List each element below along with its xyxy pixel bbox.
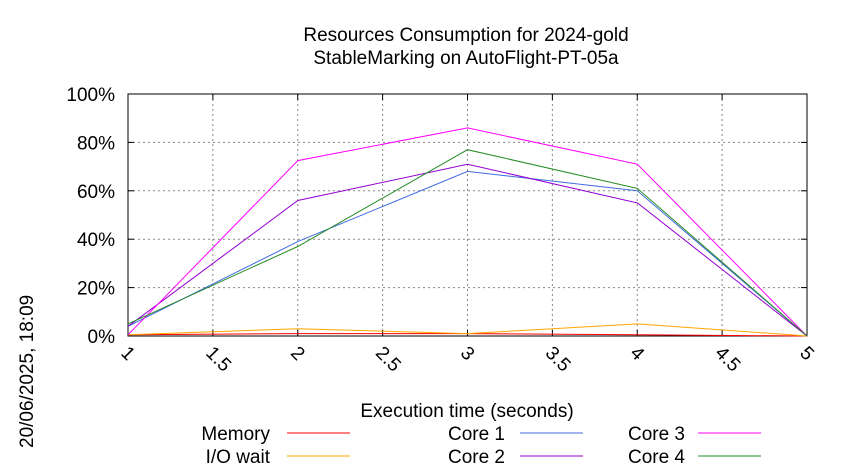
series-lines [127,127,808,337]
chart-title-line-2: StableMarking on AutoFlight-PT-05a [313,48,619,69]
y-tick-label: 20% [77,279,115,300]
series-line-core-2 [127,163,808,337]
legend-label: Core 1 [448,424,505,445]
x-tick-label: 1.5 [201,343,235,377]
legend-label: Core 2 [448,447,505,468]
chart-title-line-1: Resources Consumption for 2024-gold [303,25,628,46]
x-tick-label: 4 [626,343,649,366]
x-tick-label: 3 [456,343,478,365]
series-line-i-o-wait [127,323,808,337]
x-axis-label: Execution time (seconds) [360,401,573,422]
x-tick-label: 2.5 [371,343,405,377]
y-tick-label: 80% [77,133,115,154]
x-tick-label: 4.5 [711,343,745,377]
grid [128,94,807,336]
x-tick-label: 5 [795,343,817,365]
series-line-core-3 [127,127,808,337]
legend-label: Core 4 [628,447,685,468]
series-line-core-4 [127,149,808,337]
legend-label: Memory [201,424,270,445]
y-tick-label: 100% [66,85,115,106]
x-tick-label: 3.5 [541,343,575,377]
x-tick-label: 1 [116,343,138,365]
legend-label: I/O wait [206,447,271,468]
y-axis-ticks: 0% 20% 40% 60% 80% 100% [66,85,807,348]
timestamp-label: 20/06/2025, 18:09 [17,295,38,448]
legend-label: Core 3 [628,424,685,445]
y-tick-label: 60% [77,182,115,203]
y-tick-label: 0% [88,327,116,348]
series-line-core-1 [127,170,808,337]
y-tick-label: 40% [77,230,115,251]
x-tick-label: 2 [286,343,308,365]
